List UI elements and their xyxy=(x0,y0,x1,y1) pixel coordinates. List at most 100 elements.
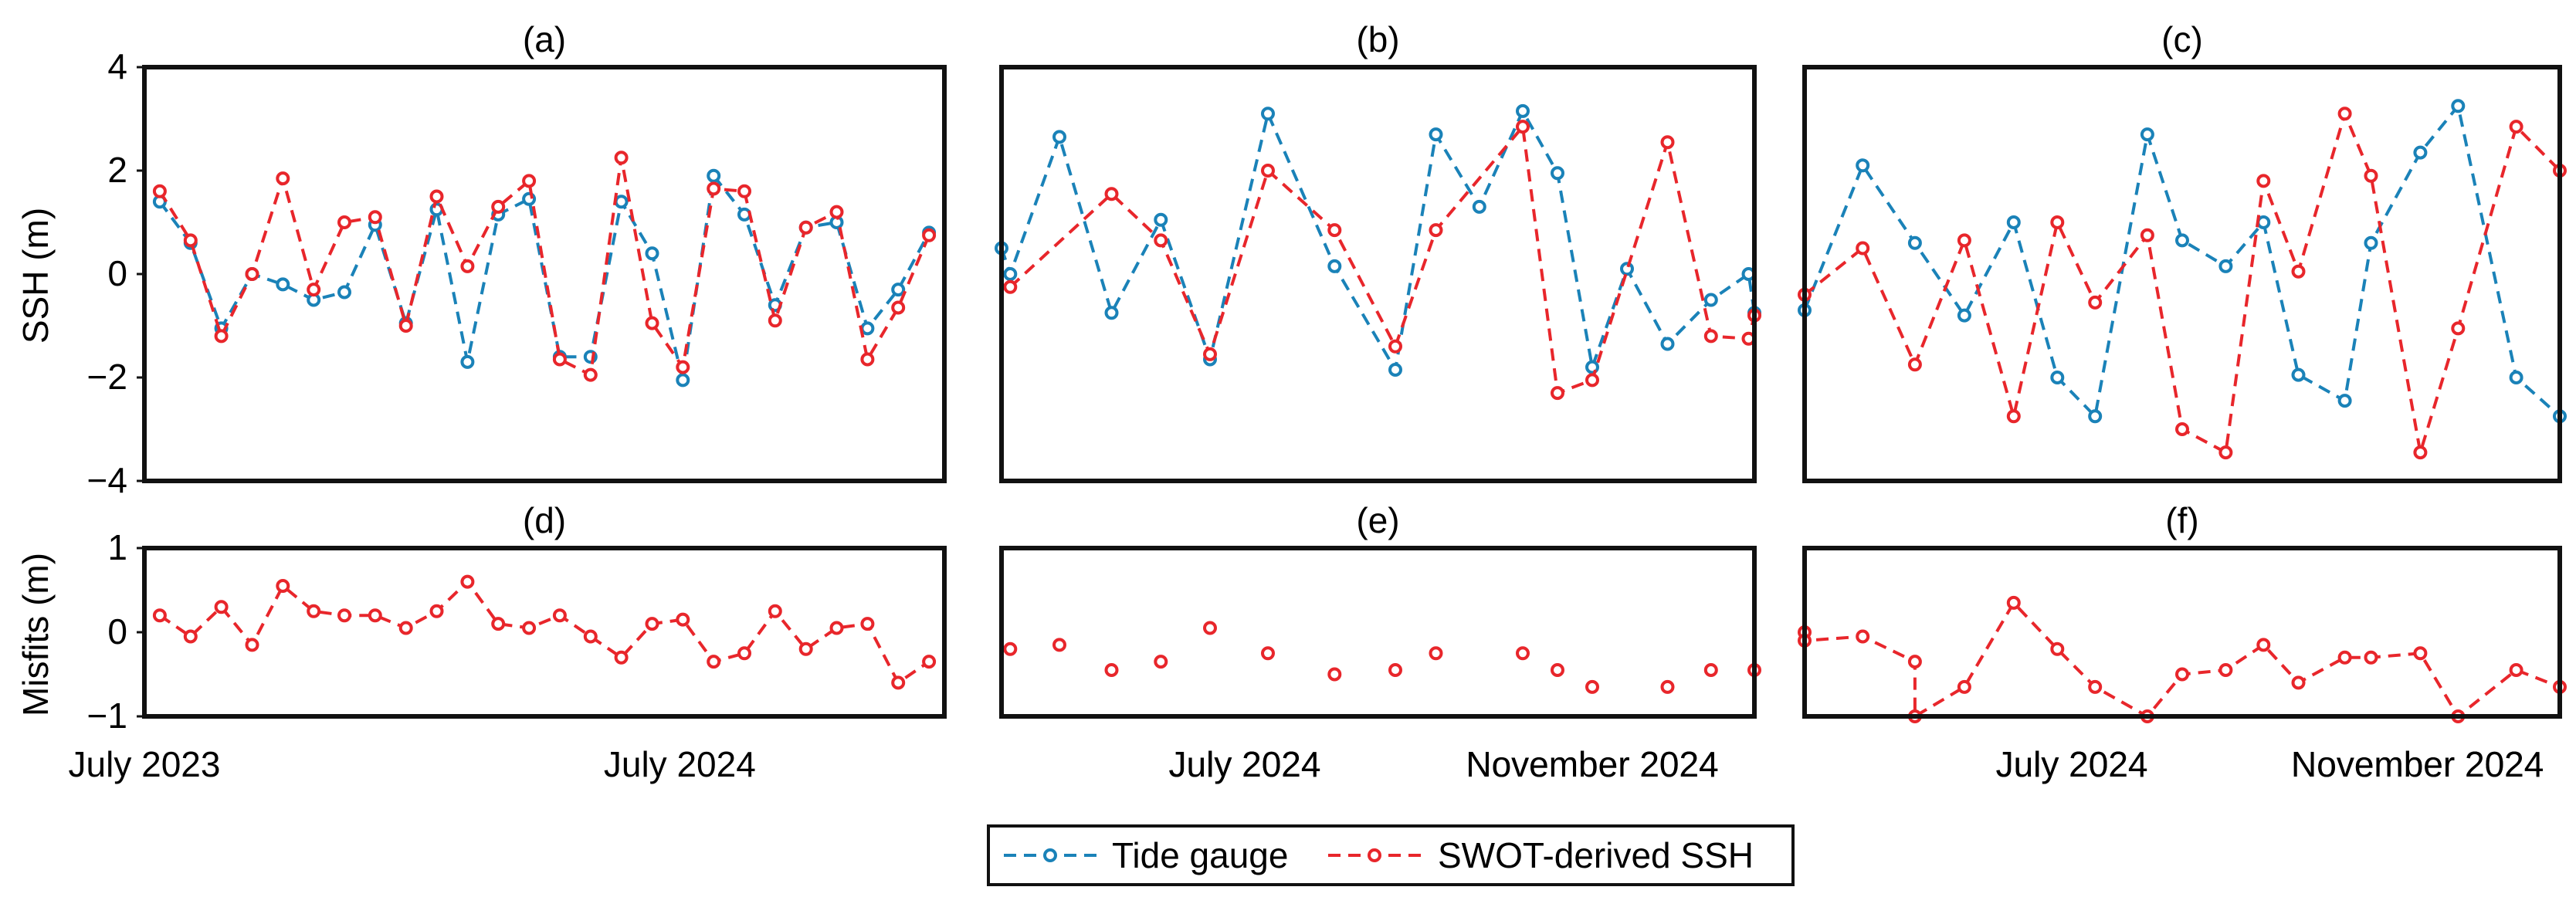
data-point-swot xyxy=(2509,120,2523,134)
series-line-swot-f xyxy=(1803,600,2561,719)
panel-frame-b xyxy=(999,65,1757,483)
data-point-tide xyxy=(1957,308,1971,323)
data-point-swot xyxy=(183,629,198,644)
y-tick-label: 4 xyxy=(107,46,127,86)
panel-a: (a) −4 −2 0 2 4 xyxy=(87,19,947,500)
panel-frame-e xyxy=(999,546,1757,719)
data-point-swot xyxy=(460,574,475,589)
data-point-swot xyxy=(891,300,906,315)
data-point-swot xyxy=(860,352,875,367)
data-point-swot xyxy=(2050,641,2065,656)
data-point-tide xyxy=(460,354,475,369)
series-line-tide-b xyxy=(1000,107,1756,374)
data-point-swot xyxy=(583,367,598,382)
data-point-tide xyxy=(2088,409,2103,424)
data-point-swot xyxy=(2337,107,2352,121)
data-point-swot xyxy=(707,655,721,669)
data-point-swot xyxy=(307,283,321,297)
data-point-swot xyxy=(2175,422,2189,436)
data-point-tide xyxy=(1660,337,1675,351)
data-point-swot xyxy=(1052,638,1066,652)
series-line-swot-d xyxy=(158,579,930,685)
data-point-tide xyxy=(1003,267,1018,281)
data-point-tide xyxy=(1327,259,1342,273)
data-point-swot xyxy=(1327,667,1342,682)
data-point-swot xyxy=(2291,675,2306,690)
data-point-swot xyxy=(829,621,844,635)
data-point-tide xyxy=(2509,371,2523,384)
data-point-swot xyxy=(2509,663,2523,677)
data-point-swot xyxy=(1703,663,1718,677)
data-point-tide xyxy=(2413,145,2428,160)
data-point-tide xyxy=(2050,371,2065,384)
data-point-swot xyxy=(614,650,629,665)
data-point-swot xyxy=(1856,629,1870,644)
data-point-swot xyxy=(491,199,506,214)
panel-f: (f) July 2024 November 2024 xyxy=(1798,500,2567,784)
panel-title-e: (e) xyxy=(1356,500,1399,540)
data-point-tide xyxy=(1052,130,1066,144)
data-point-swot xyxy=(522,174,537,188)
panel-c: (c) July 2024 November 2024 xyxy=(1798,19,2567,784)
data-point-swot xyxy=(1551,386,1564,401)
data-point-swot xyxy=(737,646,751,661)
data-point-tide xyxy=(676,373,690,388)
panel-d: (d) −1 0 1 July 2023 July 2024 xyxy=(69,500,947,784)
data-point-swot xyxy=(552,352,567,367)
x-tick-label: November 2024 xyxy=(2291,744,2544,784)
data-point-tide xyxy=(1620,262,1634,276)
legend-swot-marker xyxy=(1368,848,1381,862)
data-point-swot xyxy=(245,638,259,652)
data-point-swot xyxy=(768,604,782,618)
data-point-swot xyxy=(922,228,937,242)
data-point-swot xyxy=(860,617,875,631)
data-point-swot xyxy=(829,205,844,219)
data-point-tide xyxy=(1472,199,1486,214)
legend-tide-marker xyxy=(1043,848,1057,862)
data-point-swot xyxy=(245,267,259,281)
data-point-swot xyxy=(398,319,413,333)
data-point-tide xyxy=(1551,166,1564,181)
data-point-swot xyxy=(707,181,721,196)
y-tick-label: 0 xyxy=(107,611,127,652)
data-point-swot xyxy=(676,360,690,374)
x-tick-label: July 2023 xyxy=(69,744,221,784)
data-point-swot xyxy=(276,171,290,186)
y-tick-label: −2 xyxy=(87,357,127,397)
data-point-tide xyxy=(891,283,906,297)
data-point-tide xyxy=(645,246,659,261)
series-line-swot-c xyxy=(1803,109,2561,455)
data-point-tide xyxy=(2337,394,2352,408)
panel-title-a: (a) xyxy=(523,19,566,59)
data-point-swot xyxy=(1551,663,1564,677)
y-tick-label: −4 xyxy=(87,460,127,500)
data-point-swot xyxy=(1261,646,1275,661)
data-point-swot xyxy=(2218,445,2233,460)
data-point-swot xyxy=(214,329,229,344)
data-point-swot xyxy=(2256,174,2271,188)
data-point-swot xyxy=(1907,357,1922,372)
data-point-swot xyxy=(214,600,229,614)
data-point-swot xyxy=(645,316,659,330)
data-point-swot xyxy=(1154,655,1168,669)
data-point-swot xyxy=(583,629,598,644)
data-point-swot xyxy=(2006,595,2021,610)
data-point-swot xyxy=(1585,373,1599,388)
data-point-swot xyxy=(2364,168,2378,183)
data-point-swot xyxy=(768,313,782,328)
y-tick-label: 1 xyxy=(107,527,127,567)
data-point-swot xyxy=(1907,655,1922,669)
data-point-swot xyxy=(2218,663,2233,677)
data-point-swot xyxy=(522,621,537,635)
data-point-swot xyxy=(1154,233,1168,248)
data-point-swot xyxy=(1104,663,1119,677)
data-point-tide xyxy=(860,321,875,336)
data-point-swot xyxy=(368,210,382,225)
data-point-swot xyxy=(2140,228,2154,242)
data-point-swot xyxy=(798,220,813,235)
data-point-swot xyxy=(1327,223,1342,238)
data-point-swot xyxy=(398,621,413,635)
data-point-swot xyxy=(737,184,751,198)
data-point-tide xyxy=(1261,107,1275,121)
data-point-tide xyxy=(614,195,629,209)
